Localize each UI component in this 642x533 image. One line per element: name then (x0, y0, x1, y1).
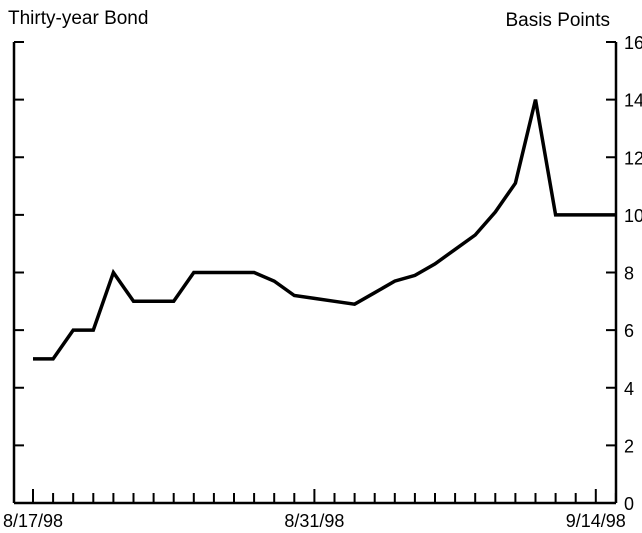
x-tick-label: 8/31/98 (284, 511, 344, 531)
series-line (33, 99, 616, 361)
y-tick-label: 8 (624, 264, 634, 284)
y-tick-label: 6 (624, 321, 634, 341)
y-tick-label: 16 (624, 33, 642, 53)
x-tick-label: 8/17/98 (3, 511, 63, 531)
y-axis-label: Basis Points (505, 10, 610, 31)
y-tick-label: 4 (624, 379, 634, 399)
y-tick-label: 12 (624, 148, 642, 168)
chart-title: Thirty-year Bond (8, 8, 149, 29)
y-tick-label: 2 (624, 436, 634, 456)
x-tick-label: 9/14/98 (566, 511, 626, 531)
y-tick-label: 10 (624, 206, 642, 226)
y-tick-label: 0 (624, 494, 634, 514)
y-tick-label: 14 (624, 91, 642, 111)
